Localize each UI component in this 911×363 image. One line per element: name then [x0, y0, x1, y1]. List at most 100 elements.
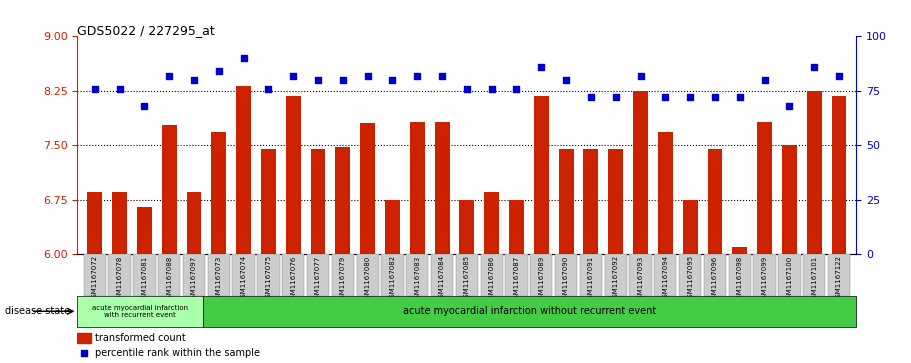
Bar — [261, 149, 276, 254]
Bar — [137, 207, 152, 254]
Text: GSM1167095: GSM1167095 — [687, 255, 693, 302]
Bar — [360, 123, 375, 254]
Point — [534, 64, 548, 70]
Bar — [732, 247, 747, 254]
Text: acute myocardial infarction
with recurrent event: acute myocardial infarction with recurre… — [92, 305, 189, 318]
Point — [335, 77, 350, 83]
Bar — [77, 296, 203, 327]
Bar — [609, 149, 623, 254]
Point — [558, 77, 573, 83]
Bar — [385, 200, 400, 254]
Bar — [307, 254, 329, 296]
Text: GSM1167097: GSM1167097 — [191, 255, 197, 303]
Text: GDS5022 / 227295_at: GDS5022 / 227295_at — [77, 24, 215, 37]
Bar — [753, 254, 776, 296]
Text: GSM1167092: GSM1167092 — [613, 255, 619, 302]
Text: GSM1167078: GSM1167078 — [117, 255, 123, 303]
Point — [732, 94, 747, 100]
Point — [683, 94, 698, 100]
Bar — [633, 91, 648, 254]
Text: GSM1167079: GSM1167079 — [340, 255, 346, 303]
Bar — [605, 254, 627, 296]
Text: GSM1167084: GSM1167084 — [439, 255, 445, 302]
Bar — [630, 254, 651, 296]
Point — [286, 73, 301, 78]
Bar — [807, 91, 822, 254]
Bar — [480, 254, 503, 296]
Text: GSM1167073: GSM1167073 — [216, 255, 222, 303]
Bar — [803, 254, 825, 296]
Text: GSM1167094: GSM1167094 — [662, 255, 669, 302]
Point — [708, 94, 722, 100]
Point — [757, 77, 772, 83]
Point — [236, 55, 251, 61]
Text: GSM1167098: GSM1167098 — [737, 255, 742, 303]
Point — [87, 86, 102, 91]
Bar — [530, 254, 552, 296]
Bar — [77, 333, 91, 343]
Point — [658, 94, 672, 100]
Bar — [406, 254, 428, 296]
Bar — [431, 254, 454, 296]
Point — [832, 73, 846, 78]
Bar — [311, 149, 325, 254]
Text: GSM1167100: GSM1167100 — [786, 255, 793, 303]
Bar — [435, 122, 449, 254]
Text: GSM1167072: GSM1167072 — [92, 255, 97, 302]
Bar — [485, 192, 499, 254]
Text: GSM1167091: GSM1167091 — [588, 255, 594, 303]
Point — [509, 86, 524, 91]
Bar — [112, 192, 127, 254]
Text: GSM1167086: GSM1167086 — [488, 255, 495, 303]
Bar — [356, 254, 379, 296]
Bar — [257, 254, 280, 296]
Text: GSM1167083: GSM1167083 — [415, 255, 420, 303]
Point — [162, 73, 177, 78]
Text: GSM1167081: GSM1167081 — [141, 255, 148, 303]
Bar — [382, 254, 404, 296]
Bar — [162, 125, 177, 254]
Text: acute myocardial infarction without recurrent event: acute myocardial infarction without recu… — [403, 306, 656, 316]
Bar — [187, 192, 201, 254]
Point — [410, 73, 425, 78]
Bar — [211, 132, 226, 254]
Bar — [232, 254, 255, 296]
Bar — [410, 122, 425, 254]
Text: GSM1167074: GSM1167074 — [241, 255, 247, 302]
Text: GSM1167088: GSM1167088 — [166, 255, 172, 303]
Bar — [133, 254, 156, 296]
Bar — [203, 296, 856, 327]
Bar — [108, 254, 131, 296]
Bar — [332, 254, 354, 296]
Text: GSM1167077: GSM1167077 — [315, 255, 321, 303]
Bar — [459, 200, 475, 254]
Bar — [729, 254, 751, 296]
Bar — [87, 192, 102, 254]
Text: GSM1167080: GSM1167080 — [364, 255, 371, 303]
Bar — [506, 254, 527, 296]
Text: GSM1167099: GSM1167099 — [762, 255, 768, 303]
Bar — [335, 147, 351, 254]
Bar — [555, 254, 578, 296]
Text: GSM1167075: GSM1167075 — [265, 255, 271, 302]
Bar — [782, 145, 797, 254]
Bar — [654, 254, 677, 296]
Point — [361, 73, 375, 78]
Bar — [583, 149, 599, 254]
Text: GSM1167101: GSM1167101 — [811, 255, 817, 303]
Point — [112, 86, 127, 91]
Bar — [286, 96, 301, 254]
Bar — [183, 254, 205, 296]
Text: GSM1167082: GSM1167082 — [390, 255, 395, 302]
Bar — [534, 96, 548, 254]
Point — [609, 94, 623, 100]
Text: GSM1167089: GSM1167089 — [538, 255, 544, 303]
Bar — [757, 122, 772, 254]
Point — [782, 103, 796, 109]
Point — [460, 86, 475, 91]
Point — [261, 86, 276, 91]
Point — [311, 77, 325, 83]
Text: GSM1167093: GSM1167093 — [638, 255, 643, 303]
Point — [138, 103, 152, 109]
Text: GSM1167076: GSM1167076 — [291, 255, 296, 303]
